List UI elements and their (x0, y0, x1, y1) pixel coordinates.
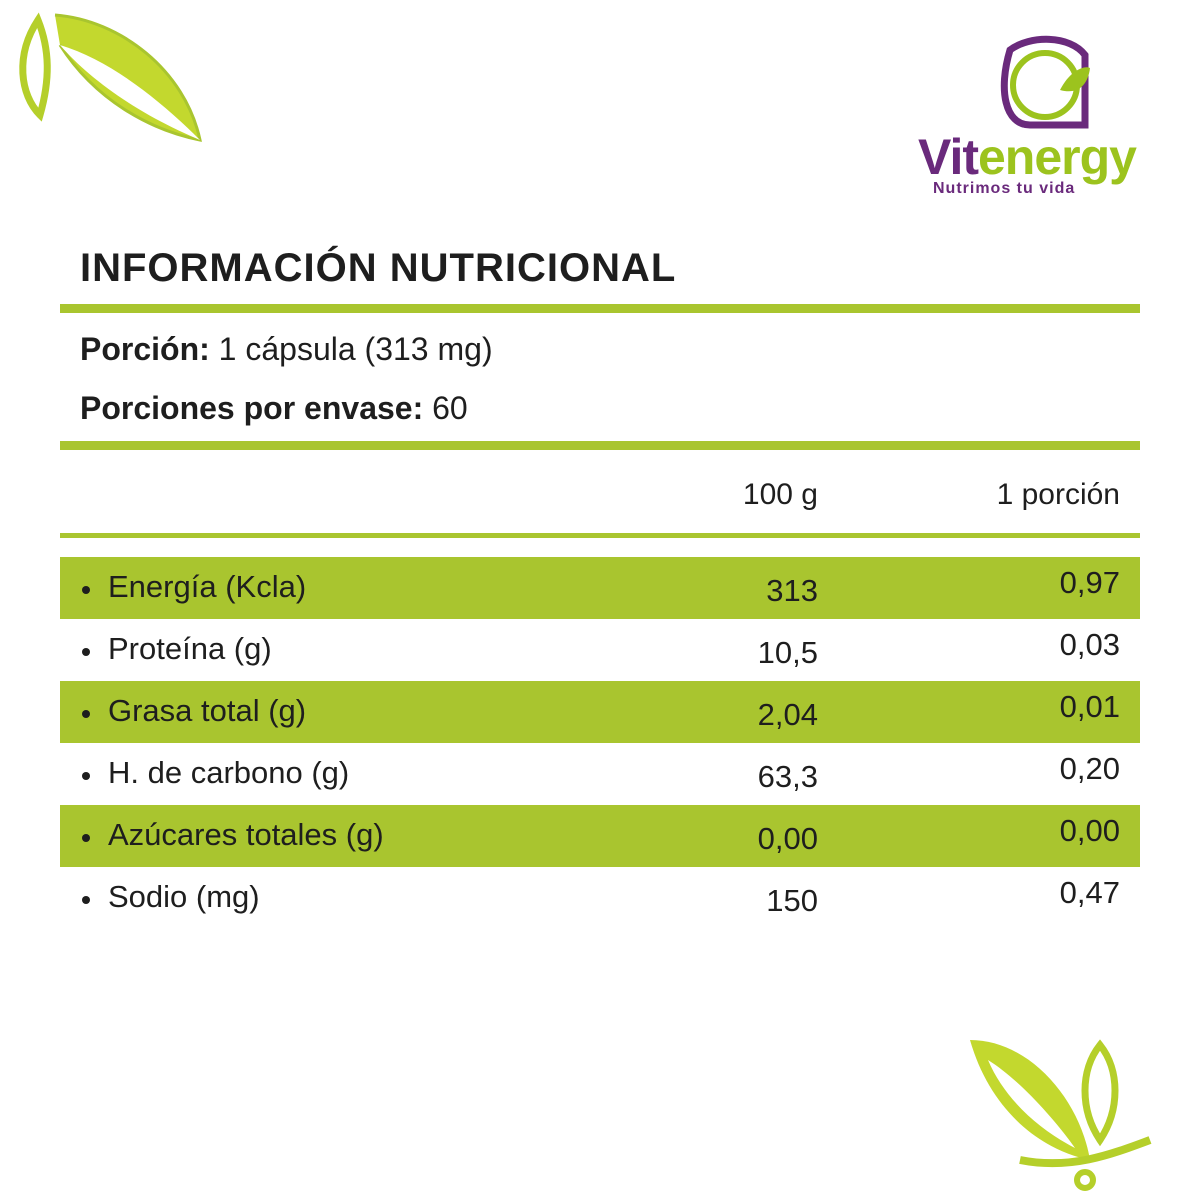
logo-icon (1000, 35, 1090, 129)
logo-brand-part: energy (978, 129, 1137, 185)
table-row: Grasa total (g) 2,04 0,01 (60, 681, 1140, 743)
servings-per-container: Porciones por envase: 60 (80, 390, 468, 427)
serving-value: 1 cápsula (313 mg) (218, 331, 493, 367)
nutrient-name: Grasa total (g) (108, 693, 307, 728)
servings-value: 60 (432, 390, 468, 426)
bullet (82, 834, 90, 842)
table-row: H. de carbono (g) 63,3 0,20 (60, 743, 1140, 805)
leaf-decoration (970, 1039, 1152, 1191)
value-per-100g: 63,3 (757, 759, 818, 794)
logo-brand-part: Vit (918, 129, 979, 185)
divider (60, 441, 1140, 450)
bullet (82, 648, 90, 656)
value-per-portion: 0,03 (1059, 627, 1120, 662)
servings-label: Porciones por envase: (80, 390, 424, 426)
value-per-portion: 0,20 (1059, 751, 1120, 786)
nutrient-name: H. de carbono (g) (108, 755, 350, 790)
bullet (82, 586, 90, 594)
nutrient-name: Sodio (mg) (108, 879, 260, 914)
value-per-portion: 0,01 (1059, 689, 1120, 724)
value-per-100g: 2,04 (757, 697, 818, 732)
value-per-100g: 313 (766, 573, 818, 608)
value-per-portion: 0,00 (1059, 813, 1120, 848)
nutrient-name: Energía (Kcla) (108, 569, 307, 604)
table-row: Energía (Kcla) 313 0,97 (60, 557, 1140, 619)
nutrient-name: Proteína (g) (108, 631, 272, 666)
value-per-100g: 150 (766, 883, 818, 918)
table-row: Proteína (g) 10,5 0,03 (60, 619, 1140, 681)
nutrient-name: Azúcares totales (g) (108, 817, 384, 852)
value-per-portion: 0,47 (1059, 875, 1120, 910)
logo-tagline: Nutrimos tu vida (933, 180, 1076, 197)
leaf-decoration (19, 12, 202, 142)
bullet (82, 710, 90, 718)
table-row: Sodio (mg) 150 0,47 (60, 867, 1140, 929)
value-per-portion: 0,97 (1059, 565, 1120, 600)
divider (60, 304, 1140, 313)
table-row: Azúcares totales (g) 0,00 0,00 (60, 805, 1140, 867)
divider (60, 533, 1140, 538)
bullet (82, 896, 90, 904)
serving: Porción: 1 cápsula (313 mg) (80, 331, 493, 368)
value-per-100g: 10,5 (757, 635, 818, 670)
column-header: 1 porción (996, 478, 1120, 511)
serving-label: Porción: (80, 331, 210, 367)
logo-brand: Vitenergy (918, 128, 1137, 186)
value-per-100g: 0,00 (757, 821, 818, 856)
title: INFORMACIÓN NUTRICIONAL (80, 246, 677, 290)
column-header: 100 g (742, 478, 818, 511)
bullet (82, 772, 90, 780)
